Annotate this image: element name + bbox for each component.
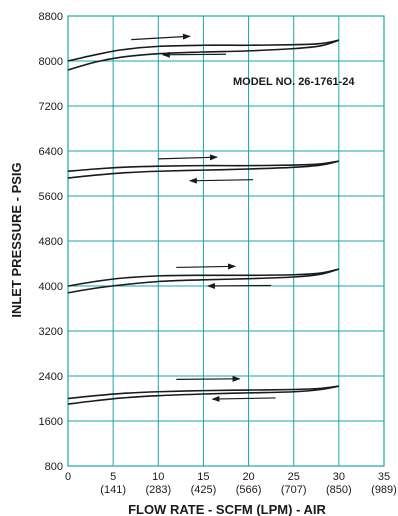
- pressure-curve: [67, 39, 340, 62]
- tick-labels: 800 1600 2400 3200 4000 4800 5600 6400 7200 8000 8…: [39, 11, 397, 496]
- x-tick-sublabel: (850): [326, 484, 352, 496]
- direction-arrow: [176, 263, 237, 270]
- x-axis-title: FLOW RATE - SCFM (LPM) - AIR: [128, 502, 326, 516]
- direction-arrow: [176, 375, 241, 382]
- plot-frame: [67, 15, 385, 467]
- y-tick-label: 8000: [39, 56, 63, 68]
- direction-arrow: [188, 177, 254, 184]
- y-tick-label: 1600: [39, 416, 63, 428]
- y-tick-label: 7200: [39, 101, 63, 113]
- pressure-curve: [67, 160, 340, 179]
- x-tick-sublabel: (989): [371, 484, 397, 496]
- x-tick-label: 30: [333, 471, 345, 483]
- x-tick-sublabel: (707): [281, 484, 307, 496]
- direction-arrow: [131, 33, 191, 41]
- pressure-curve: [67, 385, 339, 400]
- x-tick-label: 20: [242, 471, 254, 483]
- y-tick-label: 4800: [39, 236, 63, 248]
- direction-arrow: [161, 51, 227, 58]
- y-tick-label: 800: [45, 461, 63, 473]
- pressure-curve: [67, 385, 340, 405]
- x-tick-sublabel: (141): [100, 484, 126, 496]
- pressure-curve: [67, 160, 339, 173]
- x-tick-label: 35: [378, 471, 390, 483]
- x-tick-sublabel: (425): [191, 484, 217, 496]
- x-tick-sublabel: (283): [145, 484, 171, 496]
- x-tick-sublabel: (566): [236, 484, 262, 496]
- y-tick-label: 4000: [39, 281, 63, 293]
- curves: [67, 39, 340, 405]
- y-tick-label: 6400: [39, 146, 63, 158]
- x-tick-label: 25: [288, 471, 300, 483]
- pressure-curve: [67, 39, 340, 71]
- x-tick-label: 15: [197, 471, 209, 483]
- pressure-curve: [67, 268, 340, 294]
- y-tick-label: 8800: [39, 11, 63, 23]
- x-tick-label: 0: [65, 471, 71, 483]
- y-axis-title: INLET PRESSURE - PSIG: [9, 162, 24, 317]
- direction-arrow: [211, 395, 276, 402]
- direction-arrows: [131, 33, 276, 402]
- model-number-label: MODEL NO. 26-1761-24: [233, 76, 355, 88]
- x-tick-label: 5: [110, 471, 116, 483]
- direction-arrow: [206, 282, 272, 289]
- x-tick-label: 10: [152, 471, 164, 483]
- y-tick-label: 2400: [39, 371, 63, 383]
- y-tick-label: 3200: [39, 326, 63, 338]
- pressure-curve: [67, 268, 340, 287]
- y-tick-label: 5600: [39, 191, 63, 203]
- direction-arrow: [158, 154, 218, 161]
